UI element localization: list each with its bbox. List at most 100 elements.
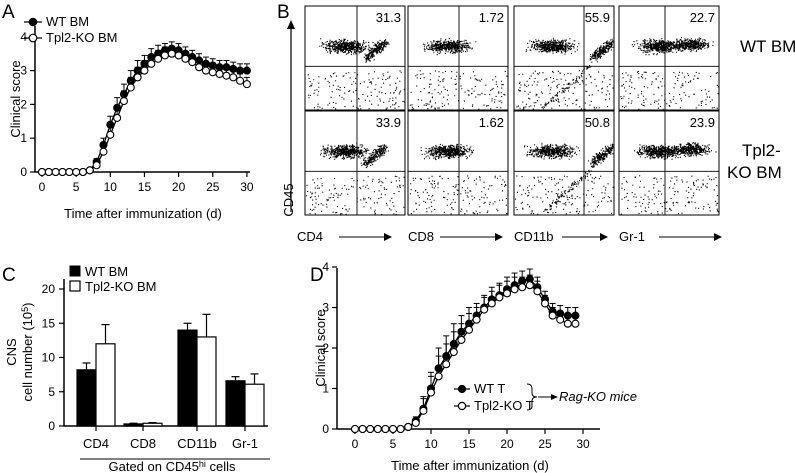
flow-plot-1-2: 1.72 — [407, 5, 509, 111]
panel-d-y-label: Clinical score — [313, 309, 328, 386]
data-point-open — [457, 335, 466, 344]
panel-label-b: B — [277, 2, 290, 23]
panel-b-row-label-wt: WT BM — [740, 37, 795, 56]
flow-plot-frame — [513, 110, 615, 216]
panel-a-line-chart: 0 1 2 3 4 0 5 10 15 20 25 30 WT BM Tpl2-KO BM Clin… — [8, 14, 254, 221]
data-point-open — [464, 325, 474, 334]
panel-c-x-label: Gated on CD45hi cells — [109, 459, 236, 473]
data-point-open — [419, 406, 428, 415]
x-tick-label: 10 — [104, 180, 118, 194]
bar-0 — [123, 423, 144, 427]
flow-plot-2-3: 50.8 — [513, 110, 615, 216]
data-point-open — [434, 372, 443, 381]
data-point-open — [556, 315, 565, 324]
panel-b-row-label-ko-line1: Tpl2- — [742, 141, 781, 160]
bar-1 — [142, 422, 163, 427]
legend-brace-icon — [526, 383, 538, 411]
quadrant-percentage: 33.9 — [376, 115, 401, 130]
panel-label-d: D — [310, 265, 324, 286]
data-point-open — [133, 73, 142, 82]
data-point-open — [510, 285, 519, 294]
data-point-open — [563, 319, 572, 328]
panel-a-x-label: Time after immunization (d) — [64, 206, 222, 221]
y-tick-label: 15 — [42, 316, 56, 330]
x-tick-label: 30 — [240, 180, 254, 194]
panel-c-legend: WT BM Tpl2-KO BM — [69, 264, 157, 294]
flow-plot-1-3: 55.9 — [513, 5, 615, 111]
flow-plot-events — [307, 38, 405, 111]
data-point-filled — [242, 66, 251, 75]
data-point-open — [533, 287, 542, 296]
arrow-head-icon — [495, 233, 503, 241]
data-point-open — [518, 283, 527, 292]
x-tick-label: 30 — [576, 437, 590, 451]
arrow-head-icon — [551, 394, 558, 400]
flow-plot-2-2: 1.62 — [407, 110, 509, 216]
flow-plot-events — [515, 142, 614, 215]
data-point-open — [449, 347, 458, 357]
data-point-open — [373, 424, 382, 434]
x-category-label: Gr-1 — [232, 436, 258, 451]
data-point-open — [126, 83, 135, 92]
legend-swatch-open — [69, 280, 81, 292]
data-point-open — [366, 424, 375, 434]
bar-1 — [196, 336, 217, 427]
y-tick-label: 1 — [322, 382, 329, 396]
data-point-open — [140, 66, 149, 75]
data-point-open — [99, 147, 108, 156]
data-point-open — [154, 54, 163, 63]
data-point-open — [72, 167, 81, 177]
data-point-open — [188, 58, 197, 67]
quadrant-percentage: 50.8 — [585, 115, 610, 130]
y-tick-label: 2 — [322, 341, 329, 355]
data-point-open — [65, 167, 74, 177]
panel-label-c: C — [2, 265, 16, 286]
flow-plot-1-1: 31.3 — [304, 5, 406, 111]
quadrant-percentage: 1.72 — [479, 10, 504, 25]
y-tick-label: 0 — [48, 419, 55, 433]
data-point-open — [502, 289, 512, 298]
panel-a-legend: WT BM Tpl2-KO BM — [24, 14, 118, 45]
column-label: CD11b — [514, 229, 554, 244]
flow-plot-1-4: 22.7 — [618, 5, 720, 111]
data-point-open — [92, 161, 101, 170]
data-point-open — [495, 293, 504, 302]
legend-marker-filled — [457, 384, 467, 394]
data-point-open — [51, 167, 60, 177]
y-tick-label: 2 — [20, 97, 27, 111]
data-point-open — [78, 167, 88, 177]
x-tick-label: 5 — [73, 180, 80, 194]
data-point-open — [44, 167, 53, 177]
data-point-open — [201, 66, 210, 75]
arrow-head-icon — [600, 233, 608, 241]
x-tick-label: 0 — [352, 437, 359, 451]
panel-a-y-label: Clinical score — [8, 60, 23, 137]
flow-plot-frame — [618, 110, 720, 216]
panel-d-x-label: Time after immunization (d) — [391, 458, 549, 473]
bar-0 — [76, 369, 97, 427]
flow-plot-2-4: 23.9 — [618, 110, 720, 216]
quadrant-percentage: 55.9 — [585, 10, 610, 25]
x-tick-label: 15 — [138, 180, 152, 194]
panel-label-a: A — [2, 2, 15, 23]
x-tick-label: 20 — [500, 437, 514, 451]
legend-swatch-filled — [69, 265, 81, 277]
x-category-label: CD11b — [177, 436, 217, 451]
y-tick-label: 1 — [20, 131, 27, 145]
x-tick-label: 25 — [206, 180, 220, 194]
data-point-open — [58, 167, 67, 177]
quadrant-percentage: 1.62 — [479, 115, 504, 130]
data-point-open — [195, 63, 204, 72]
data-point-open — [106, 130, 115, 139]
panel-d-legend: WT T Tpl2-KO T Rag-KO mice — [454, 381, 637, 413]
column-label: CD4 — [297, 229, 323, 244]
x-tick-label: 0 — [39, 180, 46, 194]
legend-marker-open — [28, 33, 38, 43]
column-label: Gr-1 — [619, 229, 645, 244]
data-point-open — [540, 299, 550, 308]
data-point-open — [167, 49, 176, 58]
x-tick-label: 25 — [538, 437, 552, 451]
data-point-open — [181, 54, 190, 63]
data-point-open — [472, 315, 481, 324]
data-point-open — [208, 68, 217, 77]
